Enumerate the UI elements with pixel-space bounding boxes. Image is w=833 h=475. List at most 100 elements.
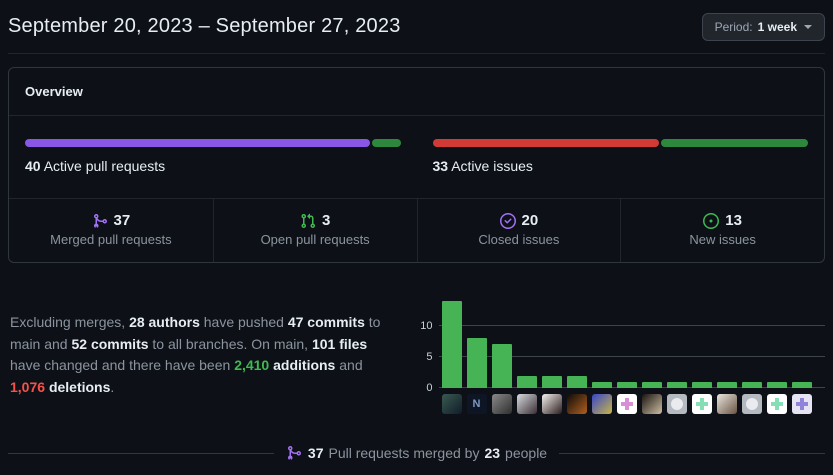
y-axis-tick-label: 0: [426, 382, 433, 394]
closed-issues-number: 20: [418, 212, 621, 229]
footer-pr-count: 37: [307, 445, 324, 461]
overview-panel-header: Overview: [9, 68, 824, 116]
summary-segment: to main and: [10, 314, 381, 352]
commit-bar[interactable]: [616, 381, 637, 388]
contributor-avatar[interactable]: [791, 394, 812, 414]
identicon-pattern: [695, 402, 708, 406]
commit-bar[interactable]: [566, 375, 587, 388]
summary-segment: deletions: [48, 378, 111, 395]
contributor-avatar[interactable]: [516, 394, 537, 414]
chart-gridline: [438, 355, 825, 357]
identicon-pattern: [795, 402, 808, 406]
summary-segment: to all branches. On main,: [148, 335, 312, 352]
contributor-avatar[interactable]: [441, 394, 462, 414]
page-header: September 20, 2023 – September 27, 2023 …: [8, 0, 825, 41]
closed-issues-segment[interactable]: [432, 139, 659, 147]
commit-bar[interactable]: [766, 381, 787, 388]
issue-closed-icon: [499, 212, 516, 229]
footer-people-text: people: [505, 445, 548, 461]
overview-panel: Overview 40 Active pull requests 33 Acti…: [8, 67, 825, 263]
footer-merged-text: Pull requests merged by: [328, 445, 480, 461]
contributor-avatar[interactable]: [616, 394, 637, 414]
contributor-avatar[interactable]: N: [466, 394, 487, 414]
pulse-page: September 20, 2023 – September 27, 2023 …: [8, 0, 826, 461]
summary-segment: have pushed: [199, 314, 288, 330]
commit-bar[interactable]: [541, 375, 562, 388]
contributor-avatar[interactable]: [766, 394, 787, 414]
page-title: September 20, 2023 – September 27, 2023: [8, 15, 401, 37]
commit-bar[interactable]: [741, 381, 762, 388]
commit-bar[interactable]: [716, 381, 737, 388]
commit-summary: Excluding merges, 28 authors have pushed…: [8, 291, 417, 414]
merged-pull-requests-number: 37: [9, 212, 213, 229]
summary-segment: Excluding merges,: [10, 314, 130, 330]
active-issues-label: 33 Active issues: [433, 158, 809, 174]
commit-bar[interactable]: [466, 338, 487, 388]
commit-bar[interactable]: [691, 381, 712, 388]
stat-value: 37: [113, 212, 131, 229]
new-issues-number: 13: [621, 212, 824, 229]
contributor-avatar[interactable]: [641, 394, 662, 414]
contributor-avatar[interactable]: [491, 394, 512, 414]
stat-label: Merged pull requests: [50, 232, 172, 247]
contributor-avatar[interactable]: [541, 394, 562, 414]
stat-label: Closed issues: [478, 232, 560, 247]
summary-segment: 2,410: [234, 357, 270, 373]
contributor-avatar[interactable]: [566, 394, 587, 414]
footer-people-count: 23: [484, 445, 501, 461]
new-issues-segment[interactable]: [660, 139, 808, 147]
commit-bar[interactable]: [516, 375, 537, 388]
merged-pull-requests-stat[interactable]: 37 Merged pull requests: [9, 199, 213, 262]
contributor-avatar[interactable]: [741, 394, 762, 414]
summary-segment: .: [110, 378, 115, 395]
closed-issues-stat[interactable]: 20 Closed issues: [416, 199, 621, 262]
issues-progress-bar[interactable]: [432, 139, 808, 147]
contributor-avatar[interactable]: [666, 394, 687, 414]
identicon-pattern: [770, 402, 783, 406]
octocat-icon: [745, 398, 758, 410]
contributor-avatars: N: [441, 394, 826, 414]
footer-divider-right: [559, 452, 826, 454]
summary-segment: have changed and there have been: [10, 357, 235, 373]
summary-segment: 101 files: [311, 335, 368, 352]
new-issues-stat[interactable]: 13 New issues: [620, 199, 824, 262]
chart-bars: [439, 291, 826, 388]
contributor-avatar[interactable]: [716, 394, 737, 414]
commit-bar[interactable]: [491, 344, 512, 388]
summary-segment: 28 authors: [129, 314, 200, 330]
stat-value: 13: [725, 212, 742, 229]
commit-bar[interactable]: [641, 381, 662, 388]
chart-plot-row: 0 5 10: [417, 291, 826, 394]
chevron-down-icon: [804, 24, 812, 29]
summary-segment: 47 commits: [287, 314, 365, 330]
active-pull-requests-count: 40: [25, 158, 41, 174]
chart-plot-area: [438, 291, 826, 388]
active-issues-text: Active issues: [451, 158, 533, 174]
header-divider: [8, 53, 825, 54]
overview-title: Overview: [25, 84, 83, 99]
active-issues-count: 33: [432, 158, 449, 174]
y-axis-tick-label: 5: [426, 350, 433, 363]
pull-requests-progress-bar[interactable]: [25, 139, 401, 147]
issue-opened-icon: [703, 212, 720, 229]
commits-bar-chart: 0 5 10 N: [417, 291, 826, 414]
merged-pull-requests-segment[interactable]: [25, 139, 371, 147]
stat-value: 20: [521, 212, 539, 229]
open-pull-requests-segment[interactable]: [372, 139, 401, 147]
contributor-avatar[interactable]: [691, 394, 712, 414]
chart-gridline: [438, 324, 825, 326]
footer-divider-left: [8, 452, 274, 454]
identicon-pattern: [620, 402, 633, 406]
commit-bar[interactable]: [591, 381, 612, 388]
commit-bar[interactable]: [666, 381, 687, 388]
commit-bar[interactable]: [791, 381, 812, 388]
active-pull-requests-block: 40 Active pull requests: [25, 139, 401, 174]
git-pull-request-icon: [301, 213, 315, 228]
open-pull-requests-stat[interactable]: 3 Open pull requests: [212, 199, 417, 262]
active-pull-requests-label: 40 Active pull requests: [25, 158, 401, 174]
period-dropdown-button[interactable]: Period: 1 week: [701, 12, 825, 41]
contributor-avatar[interactable]: [591, 394, 612, 414]
commit-bar[interactable]: [441, 300, 462, 388]
git-merge-icon: [287, 446, 301, 461]
stat-label: New issues: [689, 232, 756, 247]
